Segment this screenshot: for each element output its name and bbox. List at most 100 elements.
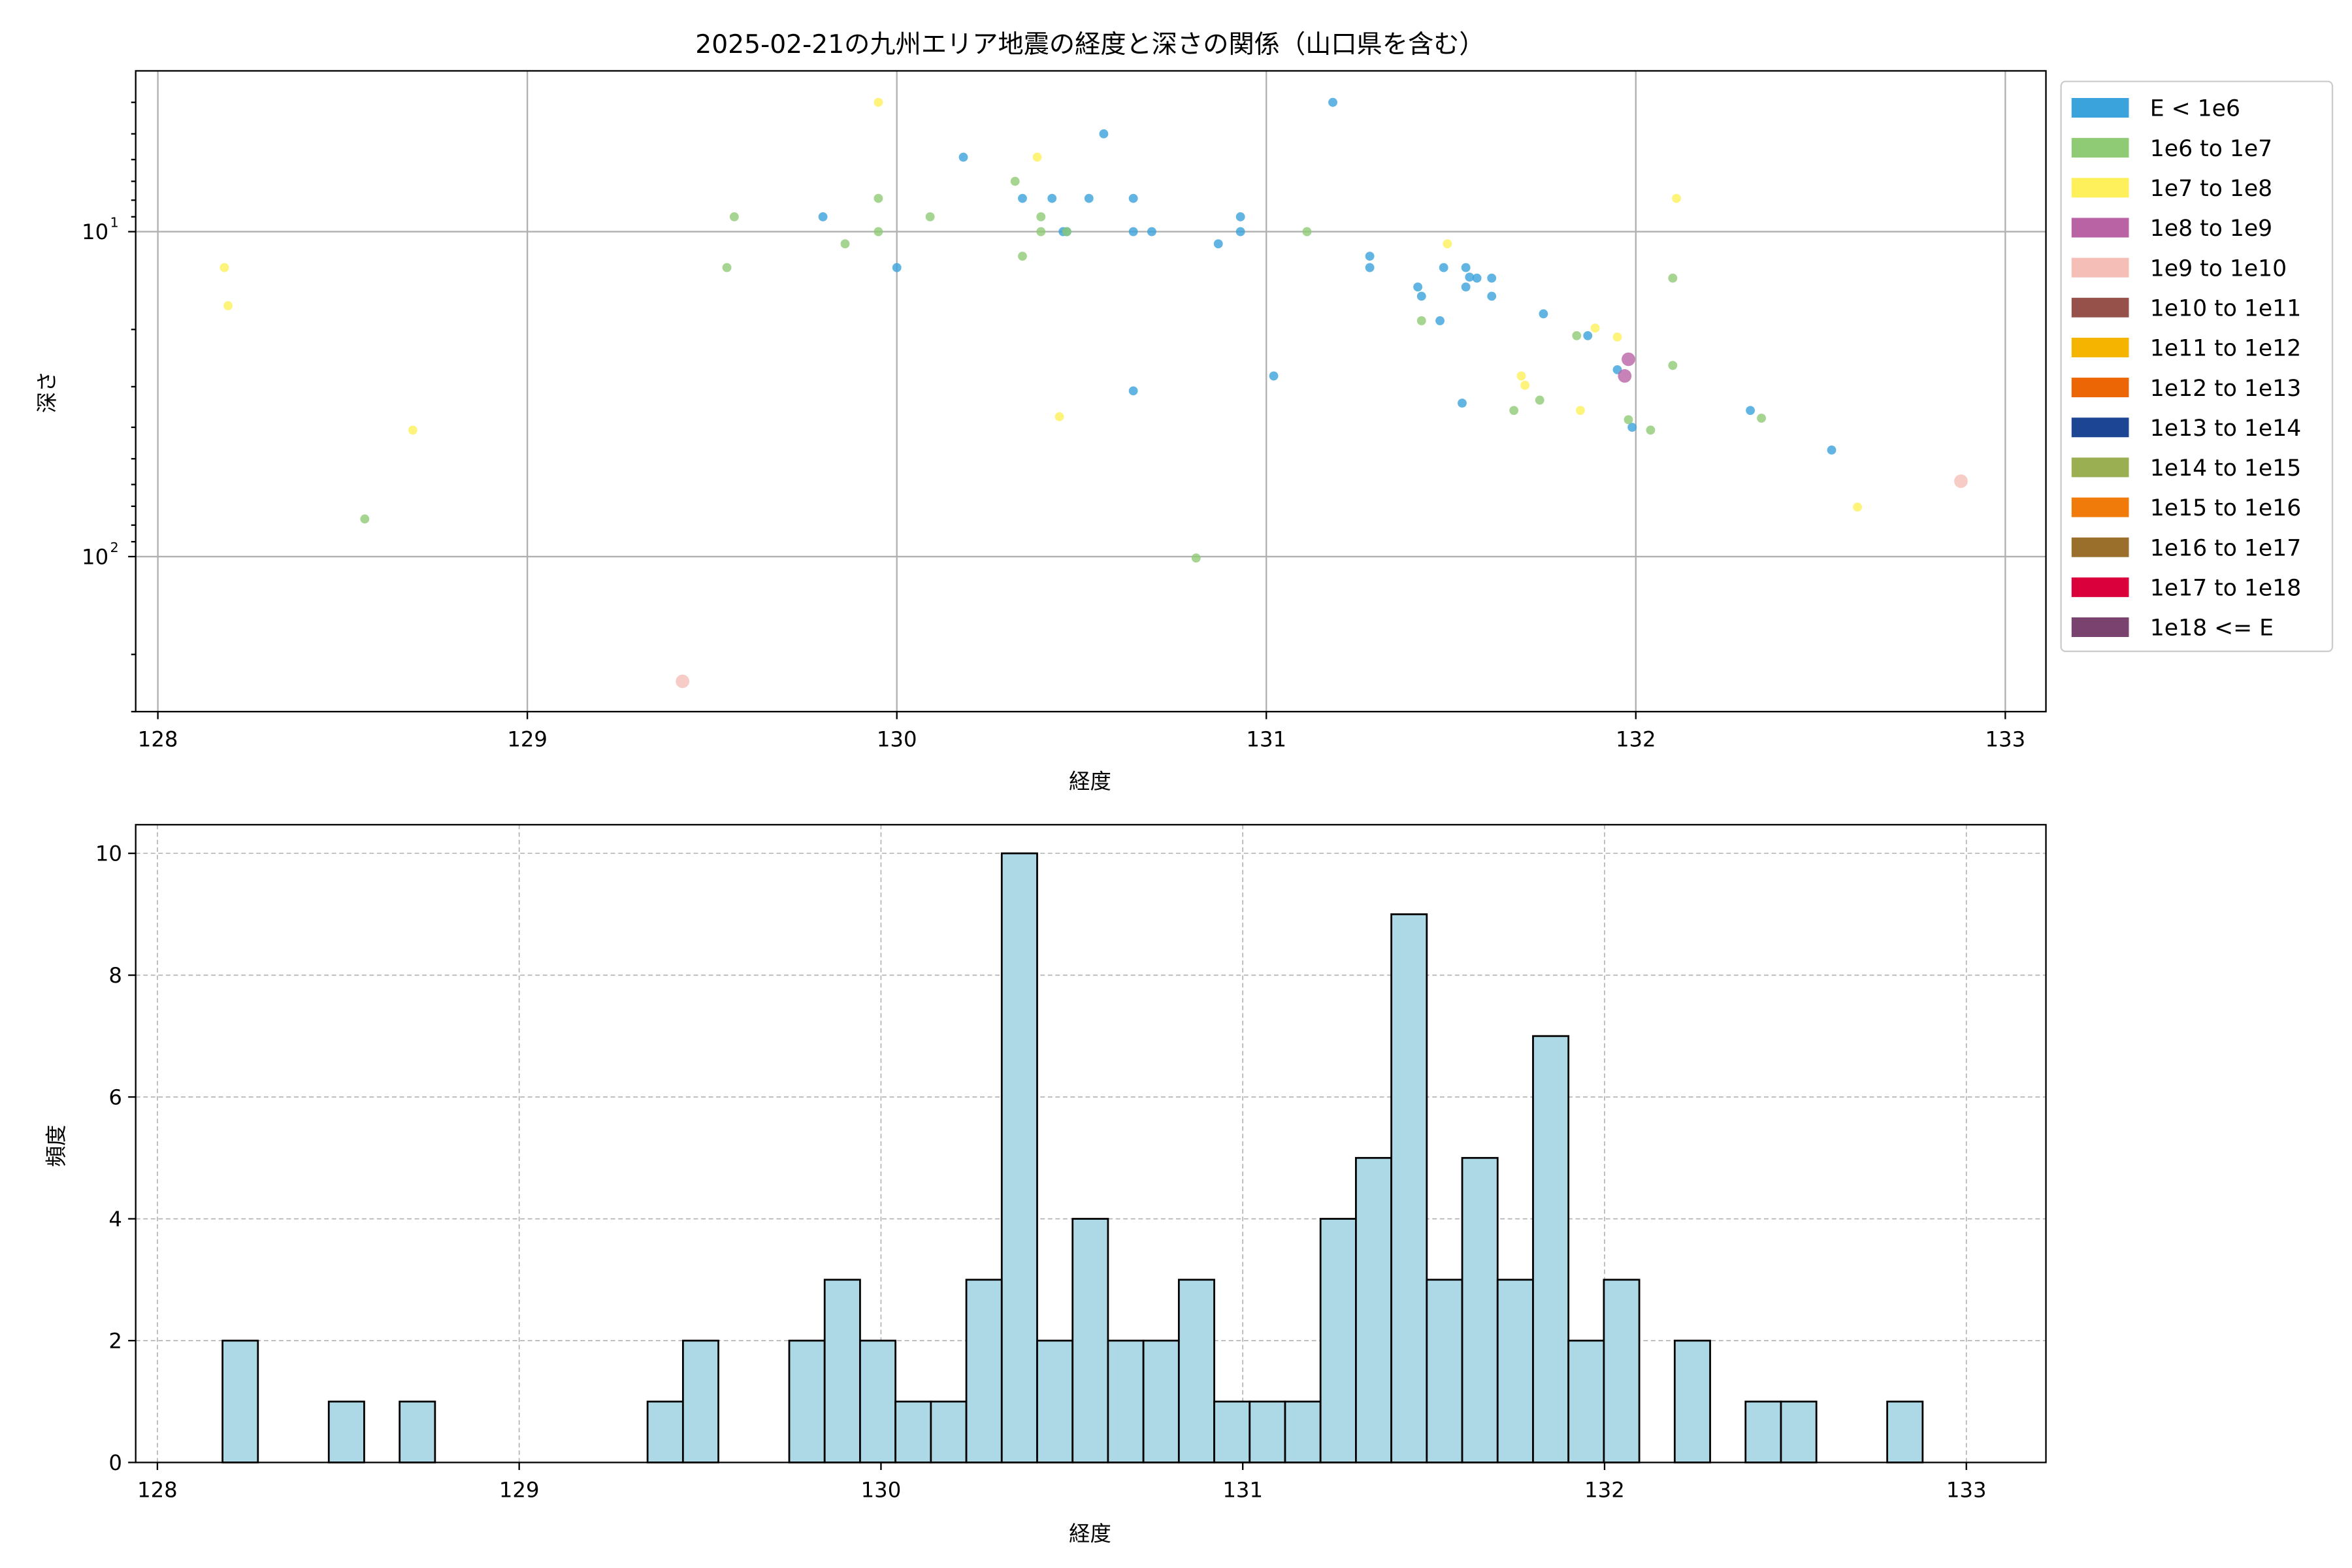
- histogram-bar: [1036, 1339, 1074, 1463]
- scatter-point: [1235, 212, 1245, 221]
- legend-swatch: [2071, 297, 2129, 318]
- scatter-axes-frame: [135, 70, 2047, 713]
- histogram-bar: [1886, 1400, 1924, 1463]
- y-tick-label: 10: [95, 841, 122, 866]
- histogram-bar: [1000, 852, 1038, 1463]
- scatter-point: [1084, 193, 1094, 203]
- scatter-point: [408, 425, 417, 435]
- scatter-point: [360, 514, 370, 524]
- scatter-point: [1668, 361, 1678, 370]
- scatter-point: [1535, 395, 1544, 405]
- scatter-ylabel: 深さ: [35, 371, 59, 414]
- scatter-point: [840, 239, 850, 249]
- histogram-bar: [1319, 1218, 1357, 1463]
- scatter-point: [676, 674, 690, 689]
- legend-frame: [2060, 80, 2334, 653]
- scatter-point: [1365, 263, 1375, 272]
- scatter-grid: [135, 71, 2046, 712]
- scatter-point: [1018, 252, 1027, 261]
- legend-label: 1e13 to 1e14: [2150, 416, 2301, 442]
- scatter-point: [1128, 227, 1138, 237]
- scatter-point: [818, 212, 828, 221]
- scatter-point: [1443, 239, 1452, 249]
- legend-swatch: [2071, 497, 2129, 517]
- y-tick-label: 2: [108, 1329, 122, 1354]
- scatter-point: [1461, 263, 1471, 272]
- histogram-bar: [930, 1400, 968, 1463]
- scatter-point: [1590, 323, 1600, 333]
- scatter-point: [1439, 263, 1448, 272]
- chart-title: 2025-02-21の九州エリア地震の経度と深さの関係（山口県を含む）: [695, 30, 1484, 59]
- scatter-xlabel: 経度: [1069, 769, 1111, 794]
- scatter-point: [1054, 412, 1064, 421]
- legend-label: 1e15 to 1e16: [2150, 495, 2301, 521]
- x-tick-label: 133: [1985, 727, 2026, 751]
- scatter-point: [1010, 176, 1020, 186]
- histogram-bar: [1567, 1339, 1605, 1463]
- legend-swatch: [2071, 577, 2129, 597]
- x-tick-label: 130: [877, 727, 917, 751]
- legend-swatch: [2071, 617, 2129, 637]
- histogram-bar: [894, 1400, 932, 1463]
- scatter-point: [874, 227, 883, 237]
- histogram-bar: [1284, 1400, 1322, 1463]
- legend-swatch: [2071, 337, 2129, 357]
- scatter-point: [1435, 316, 1445, 325]
- scatter-points: [220, 97, 1968, 689]
- legend-label: 1e12 to 1e13: [2150, 376, 2301, 402]
- legend-swatch: [2071, 178, 2129, 198]
- scatter-point: [1099, 129, 1109, 139]
- scatter-point: [1757, 414, 1766, 423]
- histogram-bar: [399, 1400, 436, 1463]
- scatter-point: [1853, 502, 1863, 512]
- histogram-bar: [1213, 1400, 1251, 1463]
- scatter-point: [1646, 425, 1656, 435]
- scatter-point: [1213, 239, 1223, 249]
- scatter-point: [1516, 371, 1526, 381]
- scatter-point: [1612, 332, 1622, 342]
- scatter-point: [1572, 331, 1582, 340]
- scatter-point: [958, 152, 968, 162]
- histogram-bar: [788, 1339, 826, 1463]
- scatter-point: [1328, 97, 1337, 107]
- histogram-bar: [681, 1339, 719, 1463]
- legend-label: 1e9 to 1e10: [2150, 255, 2287, 282]
- histogram-bar: [1532, 1035, 1570, 1463]
- y-tick-exponent: 2: [110, 540, 118, 555]
- scatter-point: [925, 212, 935, 221]
- scatter-point: [1618, 369, 1632, 383]
- scatter-point: [1062, 227, 1071, 237]
- scatter-point: [874, 97, 883, 107]
- x-tick-label: 128: [137, 1478, 178, 1503]
- histogram-bar: [859, 1339, 897, 1463]
- legend-swatch: [2071, 257, 2129, 278]
- legend-label: 1e10 to 1e11: [2150, 295, 2301, 321]
- histogram-bar: [823, 1279, 861, 1463]
- x-tick-label: 129: [499, 1478, 540, 1503]
- legend-swatch: [2071, 378, 2129, 398]
- histogram-bar: [327, 1400, 365, 1463]
- scatter-point: [1583, 331, 1593, 340]
- scatter-point: [1413, 282, 1423, 292]
- histogram-axes-frame: [135, 824, 2047, 1463]
- scatter-point: [722, 263, 732, 272]
- histogram-bar: [1177, 1279, 1215, 1463]
- x-tick-label: 129: [507, 727, 547, 751]
- x-tick-label: 131: [1246, 727, 1286, 751]
- legend-swatch: [2071, 138, 2129, 158]
- scatter-point: [220, 263, 229, 272]
- x-tick-label: 133: [1946, 1478, 1987, 1503]
- scatter-point: [1668, 273, 1678, 283]
- scatter-point: [1746, 406, 1756, 416]
- y-tick-exponent: 1: [110, 215, 118, 231]
- scatter-point: [1624, 415, 1633, 425]
- histogram-bar: [1142, 1339, 1180, 1463]
- scatter-point: [1472, 273, 1482, 283]
- scatter-point: [1416, 291, 1426, 301]
- scatter-point: [1147, 227, 1156, 237]
- y-tick-label: 8: [108, 963, 122, 988]
- histogram-ylabel: 頻度: [44, 1125, 69, 1168]
- x-tick-label: 128: [138, 727, 178, 751]
- scatter-point: [1461, 282, 1471, 292]
